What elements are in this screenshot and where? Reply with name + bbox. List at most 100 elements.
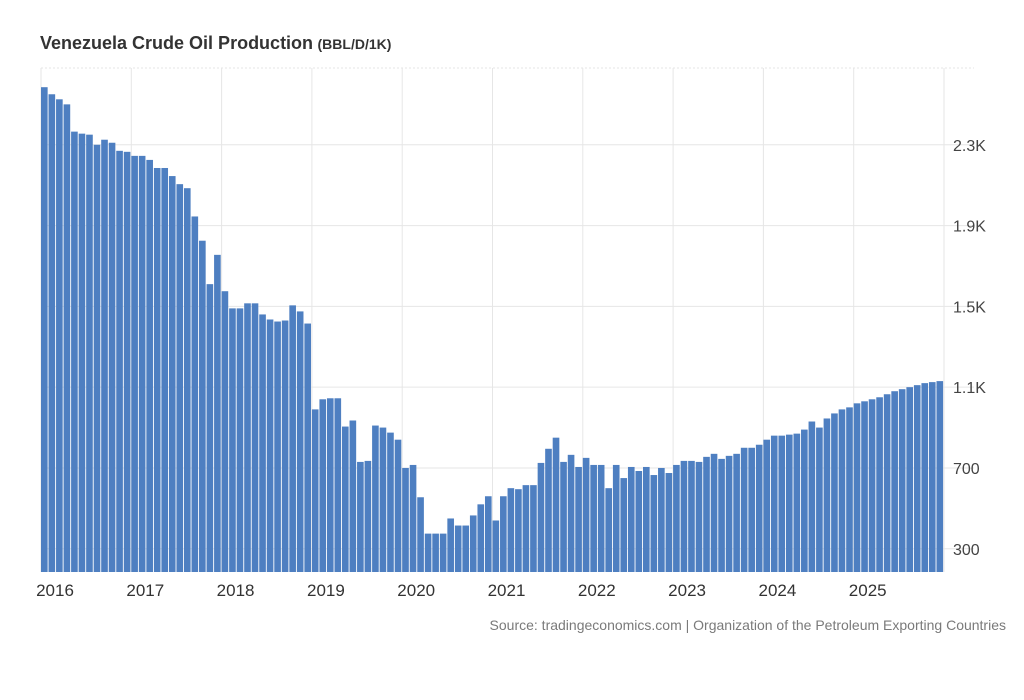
bar bbox=[402, 467, 409, 572]
bar bbox=[552, 437, 560, 572]
bar bbox=[236, 308, 244, 572]
bar bbox=[545, 448, 552, 572]
bar bbox=[123, 151, 131, 572]
bar bbox=[876, 397, 883, 572]
y-tick-label: 1.1K bbox=[953, 380, 986, 397]
bar bbox=[567, 454, 575, 572]
bar bbox=[214, 254, 221, 572]
bar bbox=[597, 464, 605, 572]
bar bbox=[469, 515, 477, 572]
bar bbox=[439, 533, 447, 572]
bar bbox=[748, 447, 755, 572]
bars bbox=[41, 87, 944, 573]
bar bbox=[251, 303, 259, 572]
x-tick-label: 2020 bbox=[397, 581, 435, 600]
bar bbox=[816, 427, 823, 572]
bar bbox=[138, 155, 146, 572]
bar bbox=[658, 467, 665, 572]
bar bbox=[161, 167, 169, 573]
x-tick-label: 2021 bbox=[488, 581, 526, 600]
bar bbox=[289, 305, 296, 572]
bar bbox=[259, 314, 266, 572]
bar bbox=[913, 385, 921, 572]
bar bbox=[620, 478, 628, 572]
bar bbox=[394, 439, 402, 572]
chart-unit: (BBL/D/1K) bbox=[317, 36, 392, 52]
bar bbox=[168, 176, 176, 572]
bar bbox=[274, 321, 281, 572]
x-axis-ticks: 2016 2017 2018 2019 2020 2021 2022 2023 2024 2025 bbox=[36, 581, 887, 600]
bar bbox=[582, 457, 590, 572]
bar bbox=[319, 399, 327, 572]
bar bbox=[755, 444, 763, 572]
bar bbox=[590, 464, 597, 572]
bar bbox=[891, 391, 898, 572]
bar bbox=[424, 533, 432, 572]
bar bbox=[244, 303, 251, 572]
bar bbox=[101, 139, 108, 572]
bar bbox=[417, 497, 424, 572]
bar bbox=[710, 453, 718, 572]
bar bbox=[71, 131, 78, 572]
bar bbox=[183, 188, 191, 572]
bar bbox=[41, 87, 48, 572]
bar bbox=[688, 460, 695, 572]
bar bbox=[304, 323, 312, 572]
bar bbox=[793, 433, 801, 572]
bar bbox=[191, 216, 199, 572]
y-tick-label: 700 bbox=[953, 461, 980, 478]
bar bbox=[838, 409, 846, 572]
bar bbox=[146, 159, 153, 572]
x-tick-label: 2025 bbox=[849, 581, 887, 600]
bar bbox=[357, 461, 364, 572]
bar bbox=[906, 387, 914, 572]
bar bbox=[206, 284, 214, 572]
bar bbox=[808, 421, 816, 572]
bar bbox=[507, 488, 515, 572]
bar bbox=[831, 413, 838, 572]
bar bbox=[266, 319, 274, 572]
bar bbox=[462, 525, 470, 572]
bar bbox=[432, 533, 439, 572]
bar bbox=[853, 403, 861, 572]
bar bbox=[349, 420, 357, 572]
bar bbox=[176, 184, 184, 572]
bar bbox=[680, 460, 688, 572]
y-tick-label: 1.5K bbox=[953, 299, 986, 316]
x-tick-label: 2018 bbox=[217, 581, 255, 600]
bar bbox=[898, 389, 906, 572]
bar bbox=[364, 460, 372, 572]
bar bbox=[921, 383, 929, 572]
bar bbox=[733, 453, 740, 572]
bar bbox=[447, 518, 454, 572]
bar bbox=[725, 455, 733, 572]
bar bbox=[116, 150, 123, 572]
bar bbox=[936, 381, 944, 572]
x-tick-label: 2022 bbox=[578, 581, 616, 600]
bar bbox=[153, 167, 161, 573]
y-tick-label: 2.3K bbox=[953, 138, 986, 155]
y-tick-label: 300 bbox=[953, 542, 980, 559]
x-tick-label: 2023 bbox=[668, 581, 706, 600]
bar bbox=[801, 429, 808, 572]
bar bbox=[48, 94, 56, 572]
bar bbox=[612, 464, 620, 572]
bar bbox=[740, 447, 748, 572]
x-tick-label: 2016 bbox=[36, 581, 74, 600]
bar bbox=[409, 464, 417, 572]
bar bbox=[522, 485, 530, 572]
bar bbox=[635, 471, 643, 572]
x-tick-label: 2024 bbox=[758, 581, 796, 600]
bar bbox=[846, 407, 853, 572]
bar bbox=[643, 466, 650, 572]
chart-title-text: Venezuela Crude Oil Production bbox=[40, 33, 314, 53]
bar bbox=[387, 432, 394, 572]
bar bbox=[221, 291, 229, 572]
bar bbox=[492, 520, 500, 572]
bar bbox=[296, 311, 304, 572]
bar bbox=[56, 99, 63, 572]
x-tick-label: 2019 bbox=[307, 581, 345, 600]
bar bbox=[108, 142, 116, 573]
bar bbox=[605, 488, 613, 572]
bar bbox=[281, 320, 289, 572]
